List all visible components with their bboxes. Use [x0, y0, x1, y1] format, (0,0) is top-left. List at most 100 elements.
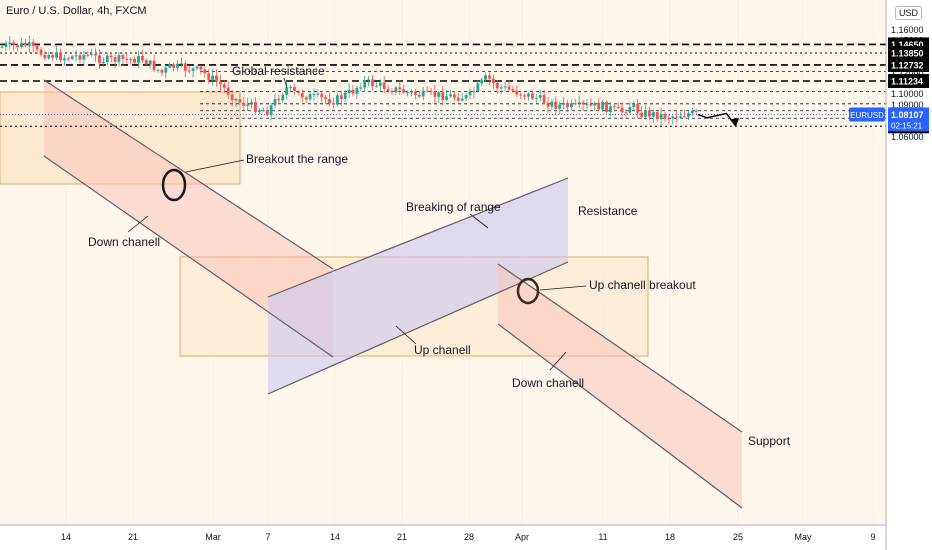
- annotation-label: Up chanell: [414, 343, 471, 357]
- candle-body: [484, 75, 487, 80]
- annotation-label: Down chanell: [88, 235, 160, 249]
- candle-body: [429, 90, 433, 92]
- x-tick-label: 14: [330, 532, 340, 542]
- annotation-arrow: [395, 325, 417, 345]
- annotation-arrow: [549, 351, 567, 371]
- candle-body: [27, 42, 31, 46]
- candle-body: [390, 91, 394, 93]
- candle-body: [367, 79, 370, 81]
- countdown-label: 02:15:21: [891, 121, 923, 130]
- candle-body: [105, 55, 109, 62]
- candle-body: [269, 105, 273, 116]
- level-price-label: 1.14650: [891, 40, 924, 50]
- candle-body: [648, 110, 651, 117]
- candle-body: [371, 79, 374, 87]
- candle-body: [168, 64, 172, 68]
- candle-body: [507, 86, 511, 90]
- candle-body: [441, 92, 445, 100]
- candle-body: [355, 87, 359, 94]
- candle-body: [148, 60, 152, 65]
- level-price-badge: [888, 46, 929, 61]
- candle-body: [363, 80, 367, 88]
- annotation-arrow: [283, 77, 288, 89]
- y-tick-label: 1.16000: [891, 25, 924, 35]
- candle-body: [398, 87, 402, 90]
- candle-body: [414, 91, 417, 95]
- candle-body: [312, 93, 316, 95]
- candle-body: [43, 54, 47, 59]
- candle-body: [464, 94, 468, 99]
- annotation-label: Resistance: [578, 204, 638, 218]
- level-price-label: 1.11234: [891, 76, 923, 86]
- candle-body: [433, 91, 437, 97]
- candle-body: [39, 49, 43, 55]
- level-price-badge: [888, 73, 929, 88]
- candle-body: [573, 103, 577, 105]
- annotation-arrow: [127, 215, 149, 233]
- breakout-circle: [161, 168, 187, 202]
- candle-body: [601, 101, 604, 110]
- candle-body: [612, 106, 616, 108]
- y-tick-label: 1.09000: [891, 100, 924, 110]
- candle-body: [566, 102, 569, 108]
- candle-body: [203, 69, 207, 74]
- candle-body: [476, 83, 480, 92]
- levels-layer: [0, 43, 886, 127]
- candle-body: [226, 87, 230, 95]
- down-channel-lower: [43, 155, 334, 358]
- candle-body: [24, 43, 27, 46]
- x-tick-label: May: [794, 532, 812, 542]
- level-price-label: 1.12732: [891, 60, 924, 70]
- last-price-label: 1.08107: [891, 110, 924, 120]
- candle-body: [359, 87, 363, 89]
- candle-body: [499, 87, 503, 89]
- candle-body: [320, 93, 324, 98]
- candle-body: [98, 55, 101, 63]
- candle-body: [160, 70, 164, 73]
- candle-body: [503, 86, 507, 88]
- candle-body: [421, 90, 425, 97]
- candle-body: [258, 110, 261, 112]
- candle-body: [620, 107, 624, 113]
- annotation-label: Global resistance: [232, 64, 325, 78]
- candle-body: [402, 89, 406, 93]
- candle-body: [453, 94, 456, 98]
- projection-arrowhead: [730, 118, 739, 127]
- candle-body: [523, 95, 526, 97]
- symbol-badge-label: EURUSD: [850, 111, 884, 120]
- candle-body: [597, 102, 601, 110]
- candle-body: [640, 112, 643, 117]
- candle-body: [351, 89, 355, 94]
- candle-body: [8, 42, 12, 45]
- candle-body: [215, 75, 218, 82]
- x-tick-label: Mar: [205, 532, 221, 542]
- x-tick-label: Apr: [515, 532, 529, 542]
- candle-body: [663, 113, 667, 119]
- candle-body: [211, 75, 214, 81]
- candle-body: [31, 42, 35, 46]
- x-tick-label: 28: [464, 532, 474, 542]
- candle-body: [164, 67, 168, 73]
- candle-body: [94, 54, 97, 56]
- candle-body: [343, 92, 347, 99]
- candle-body: [281, 94, 285, 101]
- candle-body: [47, 55, 51, 59]
- candle-body: [66, 58, 70, 60]
- candle-body: [679, 116, 682, 118]
- candle-body: [624, 112, 628, 114]
- candle-body: [102, 61, 105, 63]
- candle-body: [690, 110, 694, 114]
- candle-body: [546, 102, 550, 107]
- candle-body: [117, 55, 121, 62]
- currency-button[interactable]: USD: [894, 6, 922, 20]
- marks-layer: [161, 112, 739, 305]
- up-channel-fill: [268, 178, 568, 394]
- candle-body: [304, 97, 308, 100]
- candle-body: [74, 55, 78, 57]
- candle-body: [293, 87, 296, 92]
- candle-body: [651, 112, 655, 117]
- candle-body: [90, 54, 94, 56]
- candle-body: [324, 97, 328, 100]
- candle-body: [51, 55, 55, 58]
